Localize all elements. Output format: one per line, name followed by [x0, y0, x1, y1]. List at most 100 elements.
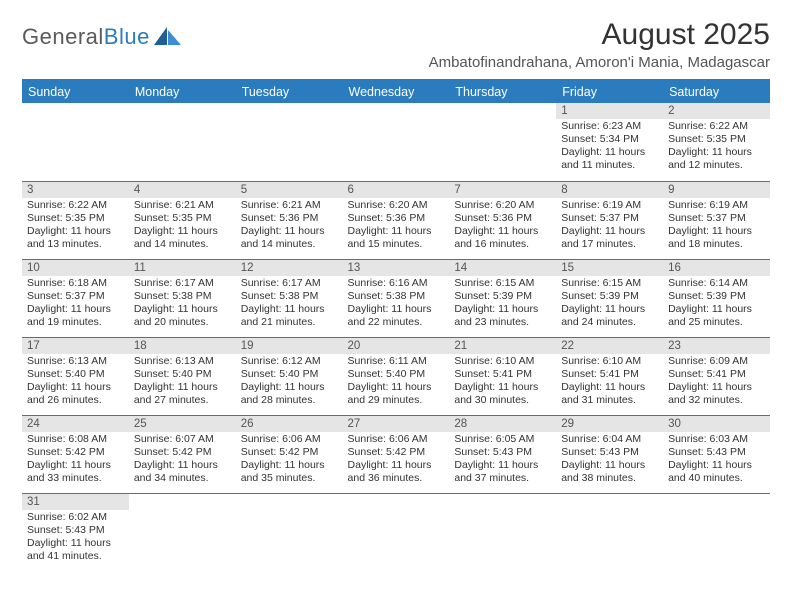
day-number: 11: [129, 260, 236, 276]
day-number: 29: [556, 416, 663, 432]
day-details: Sunrise: 6:17 AMSunset: 5:38 PMDaylight:…: [236, 276, 343, 331]
day-number: 17: [22, 338, 129, 354]
title-block: August 2025 Ambatofinandrahana, Amoron'i…: [429, 18, 770, 71]
day-details: Sunrise: 6:21 AMSunset: 5:35 PMDaylight:…: [129, 198, 236, 253]
day-details: Sunrise: 6:11 AMSunset: 5:40 PMDaylight:…: [343, 354, 450, 409]
day-details: Sunrise: 6:21 AMSunset: 5:36 PMDaylight:…: [236, 198, 343, 253]
day-number: 5: [236, 182, 343, 198]
calendar-cell: [449, 103, 556, 181]
day-number: 12: [236, 260, 343, 276]
calendar-cell: 7Sunrise: 6:20 AMSunset: 5:36 PMDaylight…: [449, 181, 556, 259]
day-number: 13: [343, 260, 450, 276]
day-details: Sunrise: 6:06 AMSunset: 5:42 PMDaylight:…: [236, 432, 343, 487]
calendar-cell: [129, 103, 236, 181]
day-details: Sunrise: 6:13 AMSunset: 5:40 PMDaylight:…: [22, 354, 129, 409]
day-number: 15: [556, 260, 663, 276]
logo-text-2: Blue: [104, 24, 150, 49]
calendar-cell: 16Sunrise: 6:14 AMSunset: 5:39 PMDayligh…: [663, 259, 770, 337]
header: GeneralBlue August 2025 Ambatofinandraha…: [22, 18, 770, 71]
weekday-header: Saturday: [663, 80, 770, 103]
calendar-cell: 10Sunrise: 6:18 AMSunset: 5:37 PMDayligh…: [22, 259, 129, 337]
day-number: 4: [129, 182, 236, 198]
day-number: 23: [663, 338, 770, 354]
calendar-cell: 14Sunrise: 6:15 AMSunset: 5:39 PMDayligh…: [449, 259, 556, 337]
day-details: Sunrise: 6:19 AMSunset: 5:37 PMDaylight:…: [663, 198, 770, 253]
calendar-cell: [556, 493, 663, 571]
day-number: 28: [449, 416, 556, 432]
day-details: Sunrise: 6:15 AMSunset: 5:39 PMDaylight:…: [449, 276, 556, 331]
day-number: 27: [343, 416, 450, 432]
day-number: 22: [556, 338, 663, 354]
day-details: Sunrise: 6:22 AMSunset: 5:35 PMDaylight:…: [663, 119, 770, 174]
day-number: 25: [129, 416, 236, 432]
calendar-cell: 11Sunrise: 6:17 AMSunset: 5:38 PMDayligh…: [129, 259, 236, 337]
day-details: Sunrise: 6:20 AMSunset: 5:36 PMDaylight:…: [343, 198, 450, 253]
day-number: 2: [663, 103, 770, 119]
calendar-cell: 21Sunrise: 6:10 AMSunset: 5:41 PMDayligh…: [449, 337, 556, 415]
calendar-cell: 18Sunrise: 6:13 AMSunset: 5:40 PMDayligh…: [129, 337, 236, 415]
day-details: Sunrise: 6:22 AMSunset: 5:35 PMDaylight:…: [22, 198, 129, 253]
calendar-table: SundayMondayTuesdayWednesdayThursdayFrid…: [22, 79, 770, 571]
logo-text: GeneralBlue: [22, 24, 150, 50]
calendar-cell: 5Sunrise: 6:21 AMSunset: 5:36 PMDaylight…: [236, 181, 343, 259]
calendar-cell: 6Sunrise: 6:20 AMSunset: 5:36 PMDaylight…: [343, 181, 450, 259]
day-number: 14: [449, 260, 556, 276]
calendar-cell: 28Sunrise: 6:05 AMSunset: 5:43 PMDayligh…: [449, 415, 556, 493]
calendar-cell: 20Sunrise: 6:11 AMSunset: 5:40 PMDayligh…: [343, 337, 450, 415]
day-details: Sunrise: 6:19 AMSunset: 5:37 PMDaylight:…: [556, 198, 663, 253]
calendar-cell: [236, 103, 343, 181]
day-details: Sunrise: 6:17 AMSunset: 5:38 PMDaylight:…: [129, 276, 236, 331]
calendar-cell: 19Sunrise: 6:12 AMSunset: 5:40 PMDayligh…: [236, 337, 343, 415]
day-details: Sunrise: 6:09 AMSunset: 5:41 PMDaylight:…: [663, 354, 770, 409]
calendar-cell: 30Sunrise: 6:03 AMSunset: 5:43 PMDayligh…: [663, 415, 770, 493]
calendar-cell: 22Sunrise: 6:10 AMSunset: 5:41 PMDayligh…: [556, 337, 663, 415]
calendar-cell: [343, 493, 450, 571]
day-details: Sunrise: 6:13 AMSunset: 5:40 PMDaylight:…: [129, 354, 236, 409]
calendar-cell: 25Sunrise: 6:07 AMSunset: 5:42 PMDayligh…: [129, 415, 236, 493]
calendar-cell: 1Sunrise: 6:23 AMSunset: 5:34 PMDaylight…: [556, 103, 663, 181]
calendar-cell: 13Sunrise: 6:16 AMSunset: 5:38 PMDayligh…: [343, 259, 450, 337]
weekday-header: Thursday: [449, 80, 556, 103]
day-number: 31: [22, 494, 129, 510]
day-number: 7: [449, 182, 556, 198]
day-number: 3: [22, 182, 129, 198]
day-details: Sunrise: 6:05 AMSunset: 5:43 PMDaylight:…: [449, 432, 556, 487]
day-details: Sunrise: 6:23 AMSunset: 5:34 PMDaylight:…: [556, 119, 663, 174]
day-details: Sunrise: 6:16 AMSunset: 5:38 PMDaylight:…: [343, 276, 450, 331]
day-details: Sunrise: 6:10 AMSunset: 5:41 PMDaylight:…: [556, 354, 663, 409]
day-number: 1: [556, 103, 663, 119]
calendar-cell: [22, 103, 129, 181]
day-number: 10: [22, 260, 129, 276]
sail-icon: [154, 27, 182, 45]
calendar-body: 1Sunrise: 6:23 AMSunset: 5:34 PMDaylight…: [22, 103, 770, 571]
day-number: 8: [556, 182, 663, 198]
calendar-cell: [449, 493, 556, 571]
calendar-cell: 15Sunrise: 6:15 AMSunset: 5:39 PMDayligh…: [556, 259, 663, 337]
calendar-cell: 29Sunrise: 6:04 AMSunset: 5:43 PMDayligh…: [556, 415, 663, 493]
calendar-cell: 26Sunrise: 6:06 AMSunset: 5:42 PMDayligh…: [236, 415, 343, 493]
calendar-cell: 2Sunrise: 6:22 AMSunset: 5:35 PMDaylight…: [663, 103, 770, 181]
day-number: 21: [449, 338, 556, 354]
calendar-cell: [343, 103, 450, 181]
day-number: 26: [236, 416, 343, 432]
weekday-header: Monday: [129, 80, 236, 103]
calendar-cell: 17Sunrise: 6:13 AMSunset: 5:40 PMDayligh…: [22, 337, 129, 415]
calendar-cell: 23Sunrise: 6:09 AMSunset: 5:41 PMDayligh…: [663, 337, 770, 415]
day-number: 24: [22, 416, 129, 432]
day-details: Sunrise: 6:10 AMSunset: 5:41 PMDaylight:…: [449, 354, 556, 409]
calendar-cell: 24Sunrise: 6:08 AMSunset: 5:42 PMDayligh…: [22, 415, 129, 493]
day-details: Sunrise: 6:07 AMSunset: 5:42 PMDaylight:…: [129, 432, 236, 487]
day-number: 9: [663, 182, 770, 198]
calendar-cell: 27Sunrise: 6:06 AMSunset: 5:42 PMDayligh…: [343, 415, 450, 493]
page-title: August 2025: [429, 18, 770, 52]
day-number: 16: [663, 260, 770, 276]
calendar-cell: 4Sunrise: 6:21 AMSunset: 5:35 PMDaylight…: [129, 181, 236, 259]
weekday-header: Friday: [556, 80, 663, 103]
weekday-header: Sunday: [22, 80, 129, 103]
calendar-cell: [236, 493, 343, 571]
calendar-cell: 12Sunrise: 6:17 AMSunset: 5:38 PMDayligh…: [236, 259, 343, 337]
day-details: Sunrise: 6:03 AMSunset: 5:43 PMDaylight:…: [663, 432, 770, 487]
calendar-cell: 3Sunrise: 6:22 AMSunset: 5:35 PMDaylight…: [22, 181, 129, 259]
calendar-cell: [129, 493, 236, 571]
day-details: Sunrise: 6:15 AMSunset: 5:39 PMDaylight:…: [556, 276, 663, 331]
